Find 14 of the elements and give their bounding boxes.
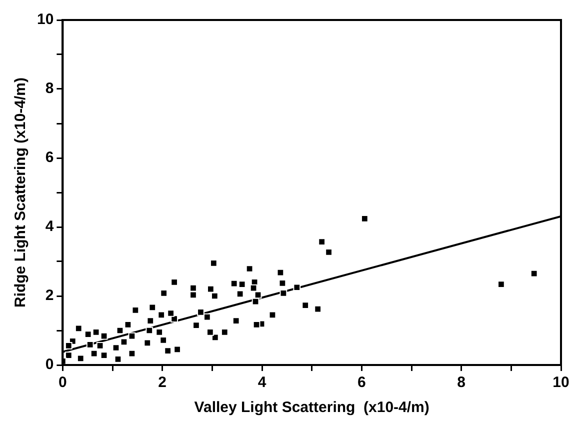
x-tick-label: 2: [158, 374, 167, 392]
y-tick-label: 10: [36, 11, 54, 28]
x-tick-label: 10: [552, 374, 570, 392]
x-tick-label: 0: [58, 374, 67, 392]
y-tick-label: 2: [45, 287, 54, 304]
y-axis-title: Ridge Light Scattering (x10-4/m): [12, 77, 30, 308]
y-tick-label: 4: [45, 218, 54, 236]
x-tick-label: 4: [258, 374, 267, 392]
x-tick-label: 8: [457, 374, 466, 392]
y-tick-label: 8: [45, 80, 54, 98]
y-tick-label: 0: [45, 356, 54, 374]
y-tick-label: 6: [45, 149, 54, 166]
x-tick-label: 6: [358, 374, 366, 392]
x-axis-title: Valley Light Scattering (x10-4/m): [194, 399, 430, 416]
